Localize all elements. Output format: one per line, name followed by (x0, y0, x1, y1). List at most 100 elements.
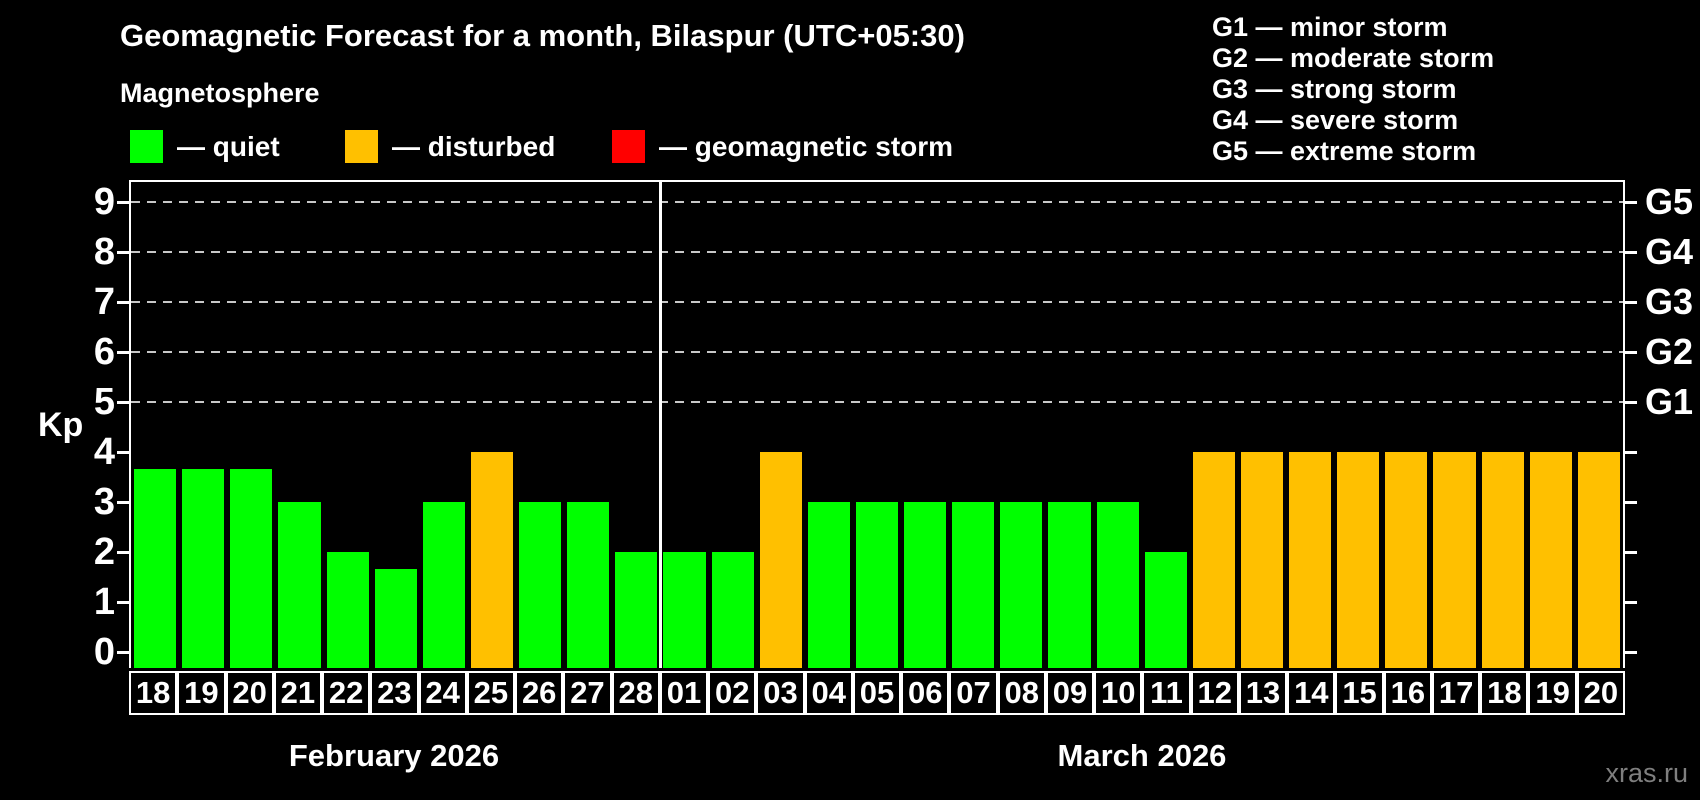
x-day-label: 08 (997, 671, 1046, 715)
x-day-label: 02 (708, 671, 757, 715)
disturbed-color-swatch (345, 130, 378, 163)
kp-bar (1433, 452, 1476, 668)
y-tick-left (117, 450, 129, 454)
kp-bar (615, 552, 658, 668)
kp-bar (1240, 452, 1284, 668)
kp-bar (759, 452, 802, 668)
kp-bar (1337, 452, 1380, 668)
kp-bar (952, 502, 995, 668)
x-day-label: 01 (659, 671, 709, 715)
x-day-label: 09 (1045, 671, 1095, 715)
x-day-label: 25 (466, 671, 516, 715)
x-day-label: 10 (1094, 671, 1143, 715)
kp-bar (1096, 502, 1139, 668)
magnetosphere-label: Magnetosphere (120, 78, 320, 108)
gridline-kp7 (131, 301, 1623, 303)
y-tick-left (117, 200, 129, 204)
kp-bar (1000, 502, 1043, 668)
watermark: xras.ru (1605, 758, 1688, 788)
kp-bar (326, 552, 369, 668)
x-day-label: 18 (1480, 671, 1529, 715)
y-tick-right (1625, 600, 1637, 604)
month-label-february: February 2026 (288, 738, 500, 773)
kp-bar (711, 552, 754, 668)
x-day-label: 06 (901, 671, 950, 715)
kp-bar (278, 502, 321, 668)
kp-bar (904, 502, 947, 668)
x-day-label: 07 (949, 671, 998, 715)
gridline-kp8 (131, 251, 1623, 253)
g-scale-legend: G1 — minor storm G2 — moderate storm G3 … (1212, 12, 1494, 167)
y-tick-right (1625, 550, 1637, 554)
kp-bar (134, 468, 177, 668)
y-tick-left (117, 250, 129, 254)
g-axis-label-g2: G2 (1645, 331, 1694, 372)
x-day-label: 22 (322, 671, 371, 715)
kp-axis-label: Kp (38, 406, 84, 444)
g-axis-label-g5: G5 (1645, 181, 1694, 222)
kp-bar (663, 552, 706, 668)
g-legend-line: G2 — moderate storm (1212, 43, 1495, 73)
kp-bar (1529, 452, 1572, 668)
x-day-label: 03 (756, 671, 805, 715)
legend-item-label: — geomagnetic storm (659, 130, 954, 162)
x-day-label: 24 (418, 671, 467, 715)
x-day-label: 26 (515, 671, 564, 715)
y-tick-label: 8 (93, 231, 115, 273)
y-tick-label: 6 (93, 331, 115, 373)
x-day-label: 04 (804, 671, 853, 715)
gridline-kp5 (131, 401, 1623, 403)
kp-bar (182, 468, 225, 668)
y-tick-right (1625, 200, 1637, 204)
kp-bar (1192, 452, 1235, 668)
y-tick-left (117, 500, 129, 504)
legend-item-label: — disturbed (392, 130, 556, 162)
g-axis-label-g1: G1 (1645, 381, 1694, 422)
quiet-color-swatch (130, 130, 163, 163)
y-tick-right (1625, 250, 1637, 254)
kp-bar (1289, 452, 1332, 668)
storm-color-swatch (612, 130, 645, 163)
y-tick-label: 0 (93, 631, 115, 673)
y-tick-right (1625, 650, 1637, 654)
g-legend-line: G5 — extreme storm (1212, 136, 1477, 166)
kp-bar (519, 502, 562, 668)
x-day-label: 14 (1287, 671, 1336, 715)
month-separator-line (658, 182, 662, 668)
x-day-label: 20 (225, 671, 274, 715)
kp-bar (230, 468, 273, 668)
x-day-label: 13 (1238, 671, 1288, 715)
gridline-kp6 (131, 351, 1623, 353)
legend-item-label: — quiet (177, 130, 280, 162)
kp-bar (1385, 452, 1428, 668)
x-day-label: 11 (1142, 671, 1191, 715)
x-day-label: 21 (273, 671, 323, 715)
y-tick-label: 3 (93, 481, 115, 523)
y-tick-label: 4 (93, 431, 115, 473)
kp-bar (1048, 502, 1091, 668)
kp-bar (1577, 452, 1620, 668)
legend-item-quiet: — quiet (130, 130, 280, 163)
x-day-label: 18 (129, 671, 178, 715)
x-day-label: 23 (370, 671, 419, 715)
y-tick-label: 5 (93, 381, 115, 423)
gridline-kp9 (131, 201, 1623, 203)
y-tick-left (117, 650, 129, 654)
y-tick-right (1625, 300, 1637, 304)
legend-item-disturbed: — disturbed (345, 130, 555, 163)
x-day-label: 12 (1190, 671, 1239, 715)
y-tick-left (117, 550, 129, 554)
legend-item-storm: — geomagnetic storm (612, 130, 953, 163)
y-tick-left (117, 350, 129, 354)
y-tick-label: 7 (93, 281, 115, 323)
y-tick-right (1625, 400, 1637, 404)
g-axis-label-g4: G4 (1645, 231, 1694, 272)
y-tick-label: 2 (93, 531, 115, 573)
g-legend-line: G4 — severe storm (1212, 105, 1459, 135)
month-label-march: March 2026 (1057, 738, 1227, 773)
g-legend-line: G3 — strong storm (1212, 74, 1457, 104)
kp-bar (1144, 552, 1187, 668)
kp-bar (1481, 452, 1524, 668)
kp-bar (374, 568, 417, 668)
